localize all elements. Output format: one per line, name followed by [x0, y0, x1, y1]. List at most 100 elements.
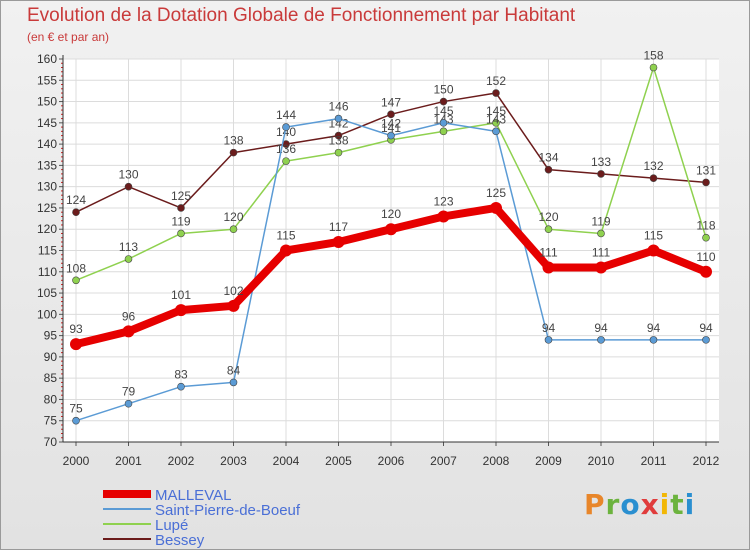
data-point	[229, 378, 238, 387]
y-tick-label: 135	[37, 158, 57, 172]
data-point	[334, 114, 343, 123]
data-point	[649, 63, 658, 72]
y-tick-label: 105	[37, 286, 57, 300]
data-point	[282, 157, 290, 165]
data-label: 94	[542, 321, 556, 335]
data-point	[177, 229, 185, 238]
y-tick-label: 90	[44, 350, 58, 364]
data-point	[702, 178, 710, 187]
data-label: 138	[223, 134, 243, 148]
data-point	[597, 229, 605, 238]
x-tick-label: 2012	[693, 454, 720, 468]
data-point	[544, 225, 553, 234]
y-tick-label: 110	[38, 265, 57, 279]
data-point	[647, 244, 660, 257]
data-label: 108	[66, 261, 86, 275]
data-label: 119	[171, 214, 190, 228]
data-point	[124, 255, 133, 263]
y-tick-label: 75	[44, 414, 58, 428]
data-label: 96	[122, 309, 136, 323]
data-point	[439, 97, 448, 106]
data-label: 158	[643, 49, 663, 63]
x-tick-label: 2011	[641, 454, 667, 468]
data-label: 146	[328, 100, 348, 114]
data-label: 94	[594, 321, 608, 335]
data-label: 142	[381, 117, 401, 131]
data-point	[492, 89, 500, 97]
data-label: 124	[66, 193, 86, 207]
y-tick-label: 155	[37, 73, 57, 87]
data-label: 83	[174, 368, 188, 382]
series-lup-: 108113119120136138141143145120119158118	[66, 49, 716, 285]
data-label: 79	[122, 385, 136, 399]
data-label: 118	[696, 219, 715, 233]
x-tick-label: 2000	[63, 454, 90, 468]
y-tick-label: 160	[37, 52, 57, 66]
data-point	[124, 182, 133, 191]
data-point	[229, 225, 238, 234]
data-point	[70, 338, 82, 351]
data-label: 115	[644, 229, 663, 243]
y-tick-label: 85	[44, 371, 58, 385]
data-label: 101	[171, 288, 191, 302]
data-label: 111	[592, 246, 611, 260]
data-point	[72, 208, 80, 216]
y-tick-label: 125	[37, 201, 57, 215]
data-label: 138	[328, 134, 348, 148]
x-tick-label: 2003	[220, 454, 247, 468]
x-tick-label: 2001	[115, 454, 142, 468]
data-point	[72, 416, 80, 425]
data-point	[542, 261, 555, 274]
data-point	[387, 131, 395, 140]
data-point	[700, 265, 712, 278]
data-label: 120	[538, 210, 558, 224]
y-tick-label: 115	[38, 244, 57, 258]
data-point	[649, 174, 658, 182]
data-point	[122, 325, 135, 338]
data-point	[227, 299, 240, 312]
data-label: 136	[276, 142, 296, 156]
data-point	[282, 123, 290, 131]
data-label: 94	[699, 321, 713, 335]
series-malleval: 93 96 101 102 115 117 120 123 125 111 111 115 110	[69, 186, 716, 351]
data-label: 113	[119, 240, 138, 254]
data-label: 130	[118, 168, 138, 182]
x-tick-label: 2007	[430, 454, 457, 468]
y-tick-label: 140	[37, 137, 57, 151]
legend-label: Saint-Pierre-de-Boeuf	[155, 502, 301, 519]
data-point	[490, 201, 502, 214]
x-tick-label: 2010	[588, 454, 615, 468]
chart-subtitle: (en € et par an)	[27, 30, 110, 44]
data-label: 141	[381, 121, 401, 135]
data-label: 115	[276, 229, 295, 243]
data-point	[544, 165, 553, 174]
data-label: 120	[223, 210, 243, 224]
data-label: 145	[433, 104, 453, 118]
data-point	[175, 304, 187, 317]
data-label: 94	[647, 321, 661, 335]
data-label: 134	[538, 151, 558, 165]
legend-label: Bessey	[155, 532, 205, 549]
x-tick-label: 2005	[325, 454, 352, 468]
data-label: 75	[69, 402, 83, 416]
data-label: 144	[276, 108, 296, 122]
data-point	[439, 119, 448, 127]
proxiti-logo: Proxiti	[584, 488, 696, 521]
data-point	[595, 261, 607, 274]
data-label: 123	[433, 194, 453, 208]
x-tick-label: 2008	[483, 454, 510, 468]
data-label: 120	[381, 207, 401, 221]
data-point	[177, 382, 185, 391]
y-tick-label: 145	[37, 116, 57, 130]
y-tick-label: 80	[44, 392, 58, 406]
x-tick-label: 2004	[273, 454, 300, 468]
data-point	[387, 110, 395, 119]
data-label: 140	[276, 125, 296, 139]
data-point	[334, 131, 343, 140]
legend-label: Lupé	[155, 517, 188, 534]
data-point	[597, 170, 605, 178]
data-point	[334, 148, 343, 157]
data-label: 132	[643, 159, 663, 173]
